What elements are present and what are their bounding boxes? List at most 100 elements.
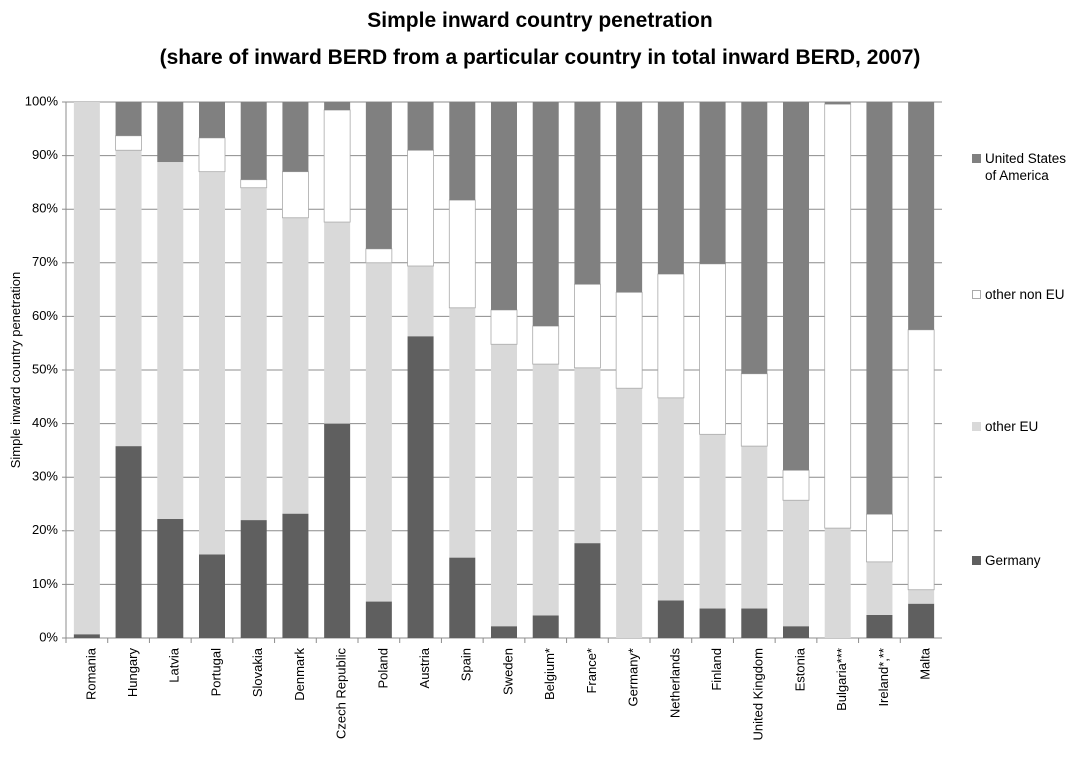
bar-segment	[198, 137, 226, 173]
bar-segment	[449, 307, 476, 558]
bar-segment	[407, 102, 434, 151]
bar-segment	[532, 325, 560, 365]
bar-segment	[73, 102, 100, 635]
bar-segment	[282, 513, 309, 638]
y-tick-label: 80%	[32, 201, 58, 216]
legend-label: other non EU	[985, 287, 1065, 302]
bar-segment	[824, 103, 852, 529]
bar-segment	[741, 446, 768, 609]
y-tick-label: 40%	[32, 415, 58, 430]
bar-segment	[783, 626, 809, 638]
legend-label: United States of America	[985, 151, 1067, 183]
y-tick-label: 60%	[32, 308, 58, 323]
bar-segment	[574, 102, 601, 285]
bar-segment	[699, 434, 726, 609]
x-tick-label: Spain	[459, 648, 474, 681]
bar-segment	[365, 102, 392, 249]
bar-segment	[824, 102, 851, 105]
bar-segment	[199, 554, 225, 638]
y-tick-label: 0%	[39, 629, 58, 644]
bar-segment	[657, 102, 684, 275]
bar-segment	[491, 102, 517, 310]
x-tick-label: Estonia	[792, 647, 807, 691]
bar-segment	[783, 102, 809, 471]
bar-segment	[699, 608, 726, 638]
x-tick-label: Latvia	[167, 647, 182, 682]
bar-segment	[157, 519, 184, 638]
legend-item: other EU	[972, 418, 1078, 435]
bar-segment	[657, 397, 684, 601]
chart-title: Simple inward country penetration	[367, 9, 712, 32]
legend-item: United States of America	[972, 150, 1078, 184]
x-tick-label: Portugal	[208, 648, 223, 697]
x-tick-label: Ireland*,**	[876, 648, 891, 707]
legend-swatch	[972, 422, 981, 431]
bar-segment	[908, 603, 935, 638]
bar-segment	[908, 589, 935, 604]
bar-segment	[240, 179, 268, 189]
bar-segment	[448, 199, 476, 309]
bar-segment	[907, 329, 935, 591]
bar-segment	[157, 162, 184, 520]
bar-segment	[407, 149, 434, 267]
y-tick-label: 50%	[32, 361, 58, 376]
bar-segment	[240, 187, 267, 521]
x-tick-label: United Kingdom	[751, 648, 766, 741]
bar-segment	[574, 367, 601, 544]
bar-segment	[407, 266, 434, 337]
bar-segment	[115, 150, 142, 447]
x-tick-label: Poland	[375, 648, 390, 688]
chart-subtitle: (share of inward BERD from a particular …	[160, 46, 921, 69]
legend-swatch	[972, 556, 981, 565]
bar-segment	[616, 102, 643, 293]
bar-segment	[282, 102, 309, 172]
x-tick-label: Germany*	[626, 648, 641, 707]
bar-segment	[699, 263, 726, 435]
bar-segment	[115, 446, 142, 638]
bar-segment	[866, 102, 893, 515]
legend-item: Germany	[972, 552, 1078, 569]
y-tick-label: 90%	[32, 147, 58, 162]
x-tick-label: Slovakia	[250, 647, 265, 697]
bar-segment	[699, 102, 726, 264]
x-tick-label: France*	[584, 648, 599, 694]
bar-segment	[741, 608, 768, 638]
bar-segment	[240, 520, 267, 638]
x-tick-label: Hungary	[125, 648, 140, 698]
bar-segment	[324, 222, 351, 424]
bar-segment	[449, 102, 476, 201]
x-tick-label: Bulgaria***	[834, 648, 849, 711]
x-tick-label: Netherlands	[667, 648, 682, 719]
legend-swatch	[972, 290, 981, 299]
bar-segment	[783, 500, 809, 627]
y-tick-label: 70%	[32, 254, 58, 269]
legend-label: other EU	[985, 419, 1039, 434]
bar-segment	[532, 364, 559, 616]
y-tick-label: 20%	[32, 522, 58, 537]
y-tick-label: 10%	[32, 576, 58, 591]
bar-segment	[615, 291, 643, 389]
bar-segment	[282, 217, 309, 514]
bar-segment	[324, 423, 351, 638]
bar-segment	[323, 109, 351, 223]
bar-segment	[782, 469, 810, 501]
bar-segment	[491, 344, 517, 627]
legend-label: Germany	[985, 553, 1041, 568]
y-tick-label: 100%	[25, 93, 59, 108]
bar-segment	[199, 171, 225, 555]
x-tick-label: Sweden	[500, 648, 515, 695]
x-tick-label: Finland	[709, 648, 724, 691]
bar-segment	[657, 273, 685, 399]
legend-item: other non EU	[972, 286, 1078, 303]
bar-segment	[365, 248, 393, 264]
bar-segment	[616, 388, 643, 638]
bar-segment	[532, 102, 559, 327]
bar-segment	[866, 561, 893, 615]
x-tick-label: Romania	[83, 647, 98, 700]
bar-segment	[240, 102, 267, 180]
bar-segment	[824, 528, 851, 638]
bar-segment	[532, 615, 559, 638]
bar-segment	[407, 336, 434, 638]
x-tick-label: Austria	[417, 647, 432, 688]
